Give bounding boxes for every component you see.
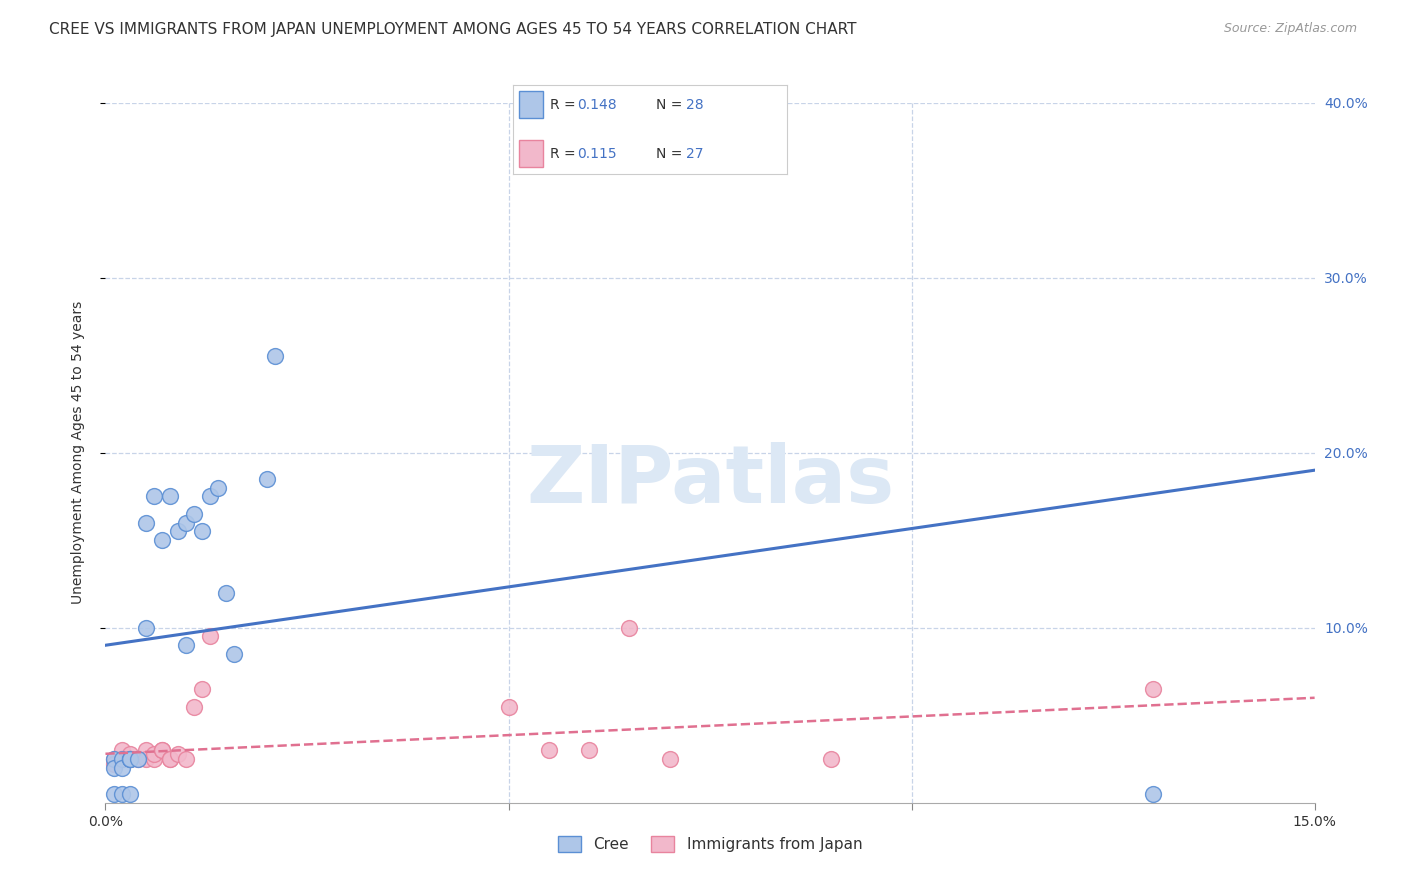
FancyBboxPatch shape xyxy=(519,92,543,118)
Point xyxy=(537,743,560,757)
Point xyxy=(263,350,285,364)
Point xyxy=(150,743,173,757)
Point xyxy=(103,787,125,801)
Point xyxy=(110,787,132,801)
Text: 0.148: 0.148 xyxy=(578,98,617,112)
Point xyxy=(150,533,173,548)
Point xyxy=(110,761,132,775)
Point xyxy=(200,490,222,504)
Point xyxy=(224,647,246,661)
Text: R =: R = xyxy=(550,98,576,112)
Text: ZIPatlas: ZIPatlas xyxy=(526,442,894,520)
Point xyxy=(110,752,132,766)
Point xyxy=(207,481,229,495)
Point xyxy=(191,524,214,539)
Point xyxy=(498,699,520,714)
Point xyxy=(174,516,197,530)
Legend: Cree, Immigrants from Japan: Cree, Immigrants from Japan xyxy=(551,830,869,858)
Point xyxy=(1142,681,1164,696)
Text: 0.115: 0.115 xyxy=(578,147,617,161)
Point xyxy=(135,743,157,757)
Point xyxy=(150,743,173,757)
Point xyxy=(118,752,141,766)
Point xyxy=(167,524,190,539)
Point xyxy=(658,752,681,766)
Point xyxy=(183,699,205,714)
Point xyxy=(118,752,141,766)
Point xyxy=(135,621,157,635)
Point xyxy=(135,752,157,766)
Point xyxy=(118,752,141,766)
Point xyxy=(127,752,149,766)
FancyBboxPatch shape xyxy=(519,140,543,168)
Point xyxy=(127,752,149,766)
Point xyxy=(174,752,197,766)
Text: Source: ZipAtlas.com: Source: ZipAtlas.com xyxy=(1223,22,1357,36)
Point xyxy=(110,752,132,766)
Text: CREE VS IMMIGRANTS FROM JAPAN UNEMPLOYMENT AMONG AGES 45 TO 54 YEARS CORRELATION: CREE VS IMMIGRANTS FROM JAPAN UNEMPLOYME… xyxy=(49,22,856,37)
Point xyxy=(1142,787,1164,801)
Point xyxy=(103,761,125,775)
Point xyxy=(159,752,181,766)
Point xyxy=(118,787,141,801)
Text: 28: 28 xyxy=(686,98,703,112)
Point xyxy=(135,516,157,530)
Point xyxy=(142,752,165,766)
Point xyxy=(103,752,125,766)
Point xyxy=(167,747,190,761)
Point xyxy=(142,747,165,761)
Point xyxy=(183,507,205,521)
Point xyxy=(159,490,181,504)
Point xyxy=(215,586,238,600)
Point xyxy=(578,743,600,757)
Text: N =: N = xyxy=(655,98,682,112)
Point xyxy=(820,752,842,766)
Y-axis label: Unemployment Among Ages 45 to 54 years: Unemployment Among Ages 45 to 54 years xyxy=(70,301,84,604)
Point xyxy=(110,743,132,757)
Point xyxy=(191,681,214,696)
Point xyxy=(256,472,278,486)
Point xyxy=(118,747,141,761)
Point xyxy=(142,490,165,504)
Point xyxy=(174,638,197,652)
Point xyxy=(159,752,181,766)
Point xyxy=(103,752,125,766)
Point xyxy=(619,621,641,635)
Point xyxy=(103,757,125,772)
Text: R =: R = xyxy=(550,147,576,161)
Text: 27: 27 xyxy=(686,147,703,161)
Point xyxy=(200,630,222,644)
Text: N =: N = xyxy=(655,147,682,161)
Point xyxy=(118,752,141,766)
